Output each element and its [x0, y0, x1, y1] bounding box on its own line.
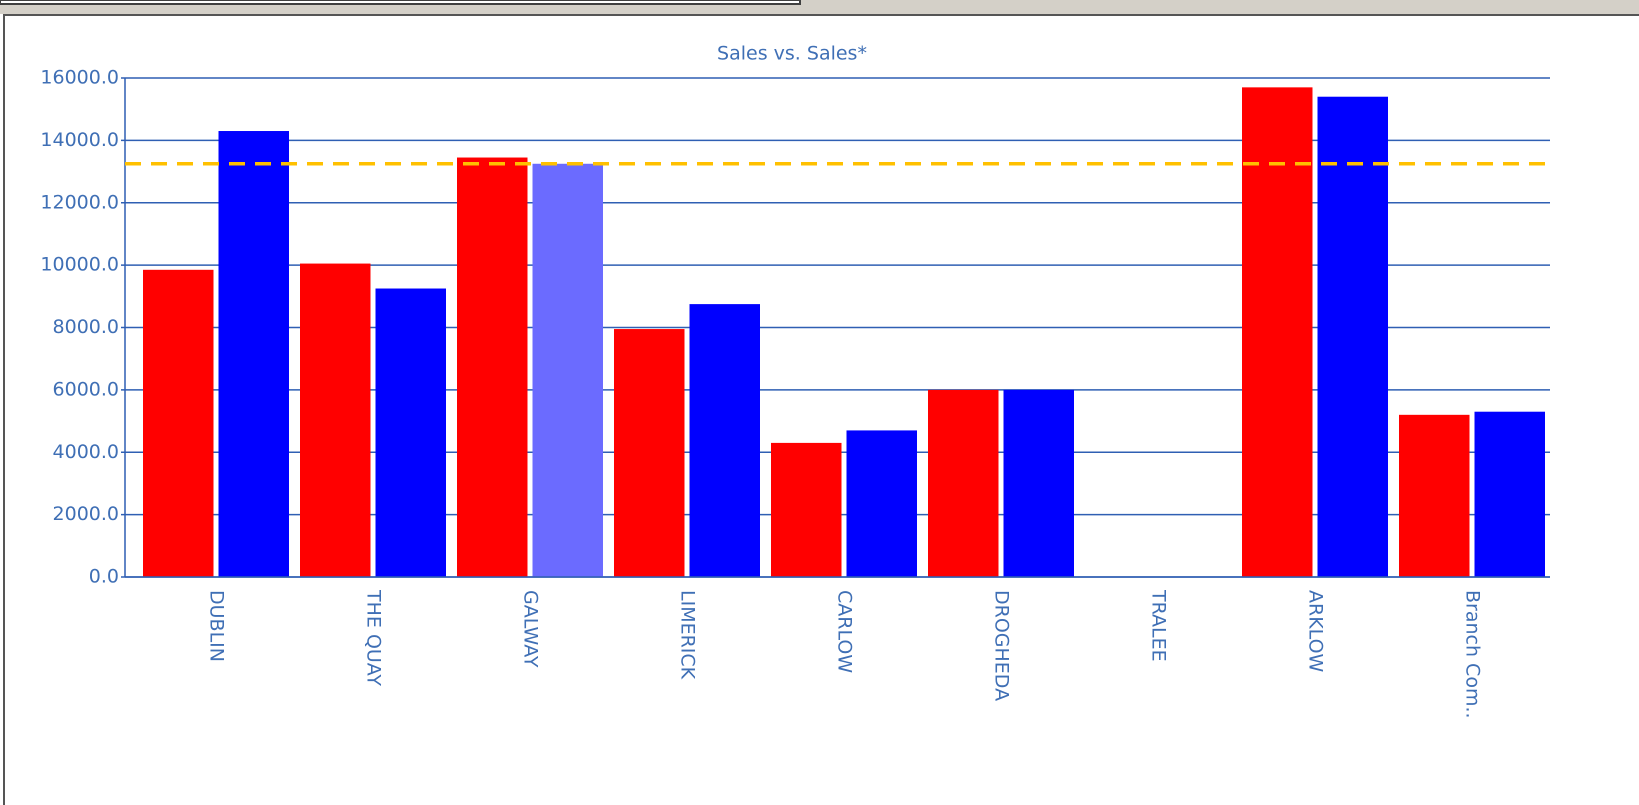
y-tick-label: 4000.0: [53, 441, 119, 463]
bar: [143, 269, 214, 577]
bar: [300, 263, 371, 577]
bar: [614, 329, 685, 577]
bar: [218, 131, 289, 578]
bar: [375, 288, 446, 577]
x-tick-label: TRALEE: [1148, 589, 1170, 662]
x-tick-label: THE QUAY: [363, 589, 385, 686]
x-tick-label: Branch Com..: [1462, 590, 1484, 719]
bar: [1003, 389, 1074, 577]
y-tick-label: 0.0: [89, 566, 119, 588]
x-tick-label: ARKLOW: [1305, 590, 1327, 673]
window-frame: [3, 14, 1639, 805]
x-tick-label: CARLOW: [834, 590, 856, 673]
bar: [1317, 96, 1388, 578]
x-tick-label: GALWAY: [520, 590, 542, 668]
y-tick-label: 16000.0: [40, 67, 119, 89]
bar: [1242, 87, 1313, 577]
tab-edge: [0, 0, 801, 5]
bar: [1474, 411, 1545, 577]
y-tick-label: 12000.0: [40, 191, 119, 213]
y-tick-label: 8000.0: [53, 316, 119, 338]
y-tick-label: 10000.0: [40, 254, 119, 276]
x-tick-label: LIMERICK: [677, 590, 699, 680]
bar: [771, 442, 842, 577]
bar: [928, 389, 999, 577]
y-tick-label: 6000.0: [53, 378, 119, 400]
y-tick-label: 14000.0: [40, 129, 119, 151]
bar: [689, 304, 760, 577]
chart-title: Sales vs. Sales*: [717, 43, 867, 65]
bar: [457, 157, 528, 577]
y-tick-label: 2000.0: [53, 503, 119, 525]
bar: [846, 430, 917, 577]
bar: [1399, 414, 1470, 577]
x-tick-label: DROGHEDA: [991, 590, 1013, 701]
x-tick-label: DUBLIN: [206, 590, 228, 662]
bar: [532, 163, 603, 577]
